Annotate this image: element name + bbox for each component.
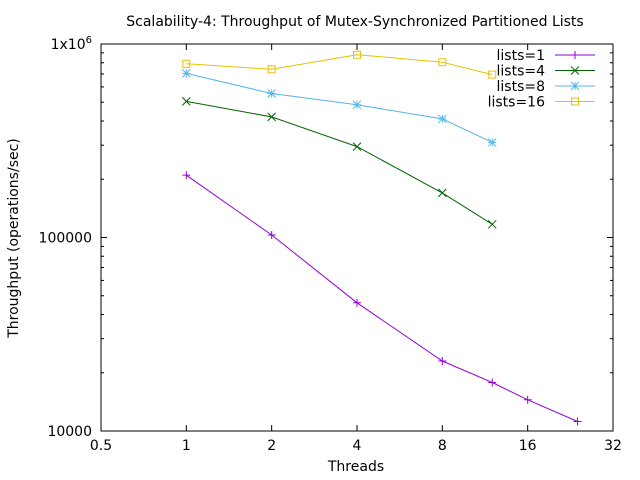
x-axis: 0.5 1 2 4 8 16 32 xyxy=(90,44,622,454)
y-tick-label: 10000 xyxy=(47,424,92,440)
x-tick-label: 4 xyxy=(353,438,362,454)
y-axis-label: Throughput (operations/sec) xyxy=(6,138,22,339)
series-line-1 xyxy=(186,174,578,422)
data-point-series-2 xyxy=(487,219,497,229)
x-tick-label: 32 xyxy=(604,438,622,454)
legend-marker-4 xyxy=(571,97,579,106)
series-line-2 xyxy=(186,100,493,225)
y-tick-label-base: 100000 xyxy=(39,231,92,247)
series-line-3 xyxy=(186,72,493,143)
data-point-series-4 xyxy=(182,59,191,68)
y-tick-label-exponent: 6 xyxy=(86,35,92,46)
plot-series xyxy=(181,50,582,426)
y-tick-label: 1x106 xyxy=(51,35,92,53)
data-point-series-2 xyxy=(437,188,447,198)
x-tick-label: 16 xyxy=(519,438,537,454)
data-point-series-4 xyxy=(267,65,276,74)
y-tick-label-base: 1x10 xyxy=(51,37,86,53)
data-point-series-3 xyxy=(437,114,447,124)
data-point-series-1 xyxy=(353,298,361,307)
data-point-series-3 xyxy=(352,100,362,110)
legend-label-4: lists=16 xyxy=(488,95,545,111)
chart-title: Scalability-4: Throughput of Mutex-Synch… xyxy=(126,14,583,30)
data-point-series-3 xyxy=(267,89,277,98)
y-tick-label: 100000 xyxy=(39,231,92,247)
data-point-series-2 xyxy=(267,112,277,122)
data-point-series-1 xyxy=(438,357,447,366)
data-point-series-2 xyxy=(352,142,362,151)
data-point-series-1 xyxy=(488,378,497,387)
legend-label-3: lists=8 xyxy=(497,79,546,95)
x-tick-label: 0.5 xyxy=(90,438,112,454)
data-point-series-3 xyxy=(181,69,191,78)
data-point-series-3 xyxy=(487,138,497,147)
data-point-series-1 xyxy=(573,417,582,426)
data-point-series-4 xyxy=(353,50,361,59)
x-tick-label: 2 xyxy=(267,438,276,454)
legend-marker-3 xyxy=(570,81,580,91)
data-point-series-1 xyxy=(267,231,276,240)
x-axis-label: Threads xyxy=(327,459,384,475)
y-axis: 10000 100000 1x106 xyxy=(39,35,613,440)
x-tick-label: 1 xyxy=(182,438,191,454)
series-line-4 xyxy=(186,54,493,76)
legend-label-1: lists=1 xyxy=(497,48,546,64)
data-point-series-2 xyxy=(181,97,191,106)
data-point-series-1 xyxy=(182,171,191,180)
data-point-series-4 xyxy=(438,58,447,67)
data-point-series-4 xyxy=(488,70,497,79)
y-tick-label-base: 10000 xyxy=(47,424,92,440)
legend-marker-1 xyxy=(571,51,579,59)
x-tick-label: 8 xyxy=(438,438,447,454)
legend-marker-2 xyxy=(570,66,580,75)
data-point-series-1 xyxy=(523,395,532,404)
legend-label-2: lists=4 xyxy=(497,64,546,80)
